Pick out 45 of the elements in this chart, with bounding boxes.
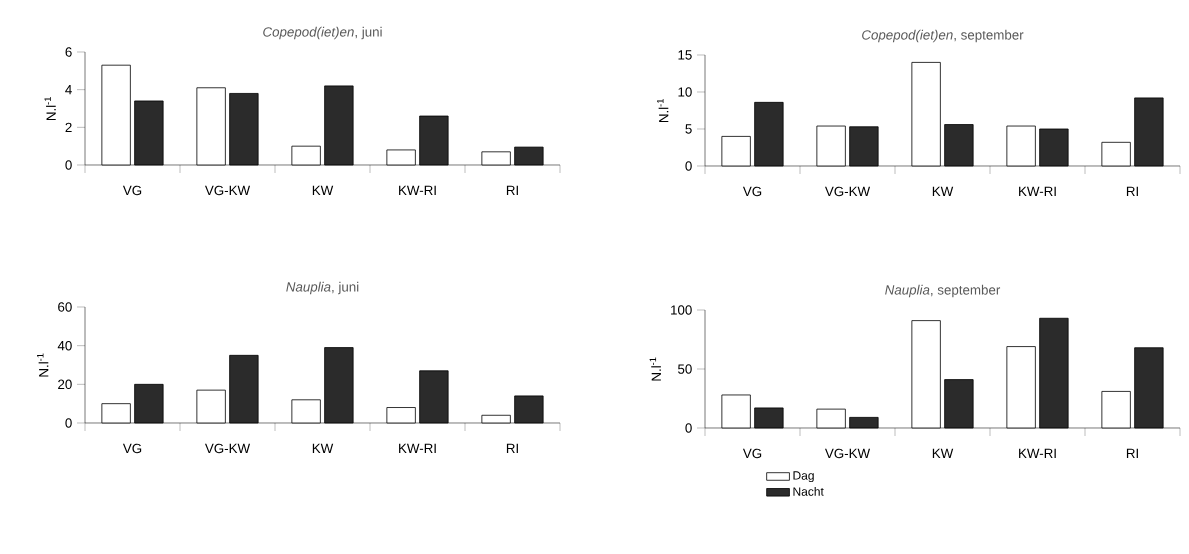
y-tick-label: 0 [65, 418, 72, 428]
x-tick-label: KW [312, 443, 334, 453]
x-tick-label: RI [1126, 186, 1138, 196]
x-tick-label: KW [932, 448, 954, 458]
y-tick-label: 2 [65, 122, 72, 132]
y-tick-label: 0 [685, 423, 692, 433]
y-tick-label: 20 [58, 379, 72, 390]
x-tick-label: VG [742, 448, 762, 459]
x-tick-label: VG-KW [204, 443, 251, 454]
x-tick-label: VG-KW [824, 448, 871, 459]
x-tick-label: VG [122, 443, 142, 454]
legend-label: Nacht [793, 486, 824, 496]
y-axis-title: N.l$^{-1}$ [657, 99, 669, 123]
y-tick-label: 40 [57, 340, 72, 351]
y-tick-label: 4 [65, 85, 72, 95]
y-axis-title: N.l$^{-1}$ [649, 357, 661, 381]
x-tick-label: VG-KW [824, 186, 871, 197]
x-tick-label: KW-RI [1019, 186, 1056, 196]
legend-label: Dag [793, 471, 814, 483]
y-tick-label: 100 [671, 305, 692, 315]
x-tick-label: KW-RI [399, 443, 436, 453]
x-tick-label: VG [742, 186, 762, 197]
y-tick-label: 0 [65, 160, 72, 170]
y-tick-label: 50 [678, 364, 692, 374]
chart-title: Nauplia, september [885, 284, 1001, 298]
y-tick-label: 10 [678, 87, 692, 97]
x-tick-label: RI [506, 443, 518, 453]
y-axis-title: N.l$^{-1}$ [44, 97, 56, 121]
y-tick-label: 60 [58, 302, 72, 312]
x-tick-label: VG-KW [204, 185, 251, 196]
x-tick-label: VG [122, 185, 142, 196]
x-tick-label: RI [1126, 448, 1138, 458]
chart-title: Copepod(iet)en, juni [263, 26, 382, 40]
x-tick-label: KW [312, 185, 334, 195]
chart-title: Nauplia, juni [286, 281, 359, 295]
chart-title: Copepod(iet)en, september [862, 29, 1024, 43]
x-tick-label: KW-RI [1019, 448, 1056, 458]
y-tick-label: 0 [685, 161, 692, 171]
x-tick-label: KW [932, 186, 954, 196]
x-tick-label: RI [506, 185, 518, 195]
y-tick-label: 6 [65, 47, 72, 57]
y-tick-label: 15 [678, 50, 692, 60]
y-tick-label: 5 [685, 124, 692, 134]
x-tick-label: KW-RI [399, 185, 436, 195]
y-axis-title: N.l$^{-1}$ [37, 353, 49, 377]
